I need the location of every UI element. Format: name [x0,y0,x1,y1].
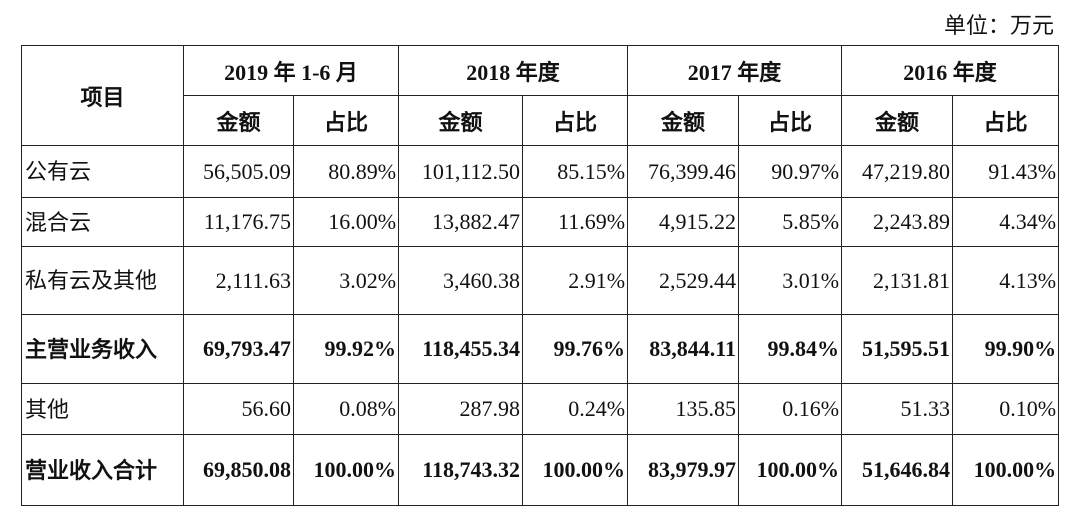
table-row: 混合云 11,176.75 16.00% 13,882.47 11.69% 4,915.2… [21,197,1060,247]
cell: 118,743.32 [398,434,524,506]
cell: 2,243.89 [841,197,954,247]
table-row: 主营业务收入 69,793.47 99.92% 118,455.34 99.76% 83,… [21,314,1060,384]
cell: 0.24% [522,383,629,435]
corner-header: 项目 [21,45,184,146]
cell: 118,455.34 [398,314,524,384]
revenue-table: 项目 2019 年 1-6 月 2018 年度 2017 年度 2016 年度 金额 占比金… [21,45,1060,506]
cell: 91.43% [952,145,1060,198]
cell: 80.89% [292,145,400,198]
row-label: 主营业务收入 [21,314,184,384]
row-label: 私有云及其他 [21,246,184,315]
cell: 13,882.47 [398,197,524,247]
subheader: 占比 [952,95,1060,146]
subheader: 占比 [292,95,400,146]
cell: 0.16% [738,383,843,435]
row-label: 混合云 [21,197,184,247]
period-header: 2019 年 1-6 月 [182,45,400,96]
cell: 51.33 [841,383,954,435]
cell: 4.34% [952,197,1060,247]
cell: 100.00% [522,434,629,506]
cell: 4.13% [952,246,1060,315]
cell: 100.00% [952,434,1060,506]
period-header: 2017 年度 [627,45,843,96]
cell: 0.08% [292,383,400,435]
table-row: 营业收入合计 69,850.08 100.00% 118,743.32 100.00% 8… [21,434,1060,506]
cell: 16.00% [292,197,400,247]
subheader: 占比 [738,95,843,146]
row-label: 其他 [21,383,184,435]
cell: 100.00% [738,434,843,506]
row-label: 公有云 [21,145,184,198]
period-header: 2016 年度 [841,45,1060,96]
cell: 47,219.80 [841,145,954,198]
cell: 287.98 [398,383,524,435]
period-header: 2018 年度 [398,45,629,96]
cell: 99.84% [738,314,843,384]
subheader: 金额 [398,95,524,146]
cell: 2,529.44 [627,246,740,315]
cell: 99.92% [292,314,400,384]
cell: 56,505.09 [183,145,294,198]
header-row: 项目 2019 年 1-6 月 2018 年度 2017 年度 2016 年度 [21,45,1060,146]
cell: 101,112.50 [398,145,524,198]
cell: 99.76% [522,314,629,384]
cell: 2,131.81 [841,246,954,315]
cell: 11.69% [522,197,629,247]
cell: 90.97% [738,145,843,198]
cell: 3.01% [738,246,843,315]
cell: 11,176.75 [183,197,294,247]
cell: 0.10% [952,383,1060,435]
cell: 83,979.97 [627,434,740,506]
table-row: 私有云及其他 2,111.63 3.02% 3,460.38 2.91% 2,529.44… [21,246,1060,315]
cell: 99.90% [952,314,1060,384]
cell: 69,850.08 [183,434,294,506]
cell: 51,646.84 [841,434,954,506]
cell: 83,844.11 [627,314,740,384]
cell: 56.60 [183,383,294,435]
cell: 100.00% [292,434,400,506]
cell: 3,460.38 [398,246,524,315]
subheader: 金额 [183,95,294,146]
cell: 2.91% [522,246,629,315]
cell: 2,111.63 [183,246,294,315]
cell: 4,915.22 [627,197,740,247]
cell: 51,595.51 [841,314,954,384]
cell: 85.15% [522,145,629,198]
subheader: 金额 [841,95,954,146]
subheader: 金额 [627,95,740,146]
subheader: 占比 [522,95,629,146]
cell: 135.85 [627,383,740,435]
table-row: 公有云 56,505.09 80.89% 101,112.50 85.15% 76,399… [21,145,1060,198]
cell: 3.02% [292,246,400,315]
cell: 69,793.47 [183,314,294,384]
row-label: 营业收入合计 [21,434,184,506]
unit-note: 单位：万元 [943,13,1054,38]
table-row: 其他 56.60 0.08% 287.98 0.24% 135.85 0.16% 51.33 0… [21,383,1060,435]
cell: 76,399.46 [627,145,740,198]
cell: 5.85% [738,197,843,247]
